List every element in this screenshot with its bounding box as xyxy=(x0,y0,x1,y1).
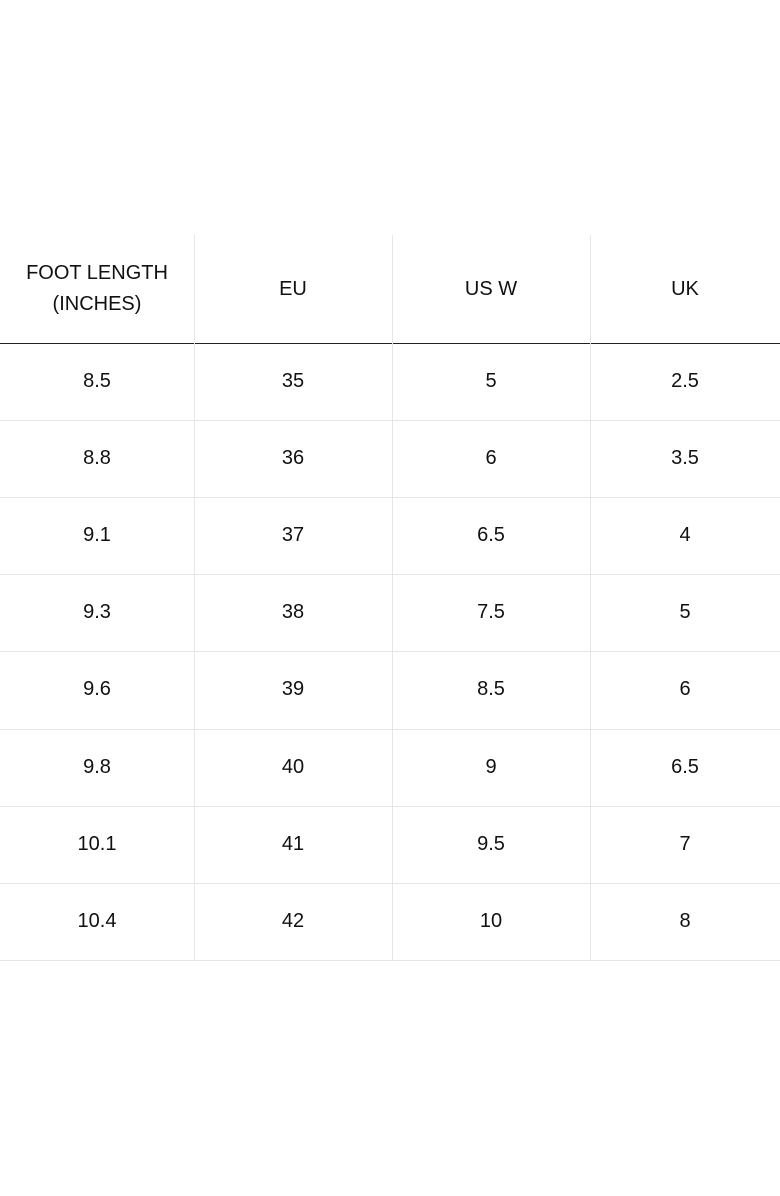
row-divider xyxy=(0,959,780,961)
table-cell: 8 xyxy=(679,909,691,932)
table-cell: 9.5 xyxy=(477,832,505,855)
row-divider xyxy=(0,651,780,653)
table-cell: 9.6 xyxy=(83,678,111,701)
table-cell: 36 xyxy=(281,447,305,470)
column-divider xyxy=(194,235,195,960)
row-divider xyxy=(0,882,780,884)
table-cell: 9.3 xyxy=(83,601,111,624)
table-cell: 8.8 xyxy=(83,447,111,470)
column-header: FOOT LENGTH (INCHES) xyxy=(26,262,168,315)
table-cell: 8.5 xyxy=(477,678,505,701)
table-cell: 39 xyxy=(281,678,305,701)
column-header: US W xyxy=(464,277,518,300)
table-cell: 6 xyxy=(679,678,691,701)
table-cell: 10.4 xyxy=(77,909,117,932)
size-table: FOOT LENGTH (INCHES) EU US W UK 8.5 35 5 2.5 8.8… xyxy=(0,235,780,961)
table-cell: 7.5 xyxy=(477,601,505,624)
table-cell: 2.5 xyxy=(671,370,699,393)
table-cell: 37 xyxy=(281,524,305,547)
table-cell: 8.5 xyxy=(83,370,111,393)
row-divider xyxy=(0,574,780,576)
table-cell: 9 xyxy=(485,755,497,778)
row-divider xyxy=(0,497,780,499)
table-cell: 41 xyxy=(281,832,305,855)
table-cell: 5 xyxy=(485,370,497,393)
table-cell: 6.5 xyxy=(671,755,699,778)
header-divider xyxy=(0,342,780,344)
table-cell: 38 xyxy=(281,601,305,624)
column-header: EU xyxy=(279,277,307,300)
row-divider xyxy=(0,420,780,422)
table-cell: 10.1 xyxy=(77,832,117,855)
column-divider xyxy=(590,235,591,960)
table-cell: 7 xyxy=(679,832,691,855)
column-header: UK xyxy=(671,277,699,300)
table-cell: 42 xyxy=(281,909,305,932)
row-divider xyxy=(0,805,780,807)
table-cell: 9.1 xyxy=(83,524,111,547)
table-cell: 3.5 xyxy=(671,447,699,470)
table-cell: 6.5 xyxy=(477,524,505,547)
table-cell: 10 xyxy=(479,909,503,932)
column-divider xyxy=(392,235,393,960)
table-cell: 5 xyxy=(679,601,691,624)
table-cell: 40 xyxy=(281,755,305,778)
table-cell: 4 xyxy=(679,524,691,547)
row-divider xyxy=(0,728,780,730)
table-cell: 9.8 xyxy=(83,755,111,778)
table-cell: 6 xyxy=(485,447,497,470)
table-cell: 35 xyxy=(281,370,305,393)
